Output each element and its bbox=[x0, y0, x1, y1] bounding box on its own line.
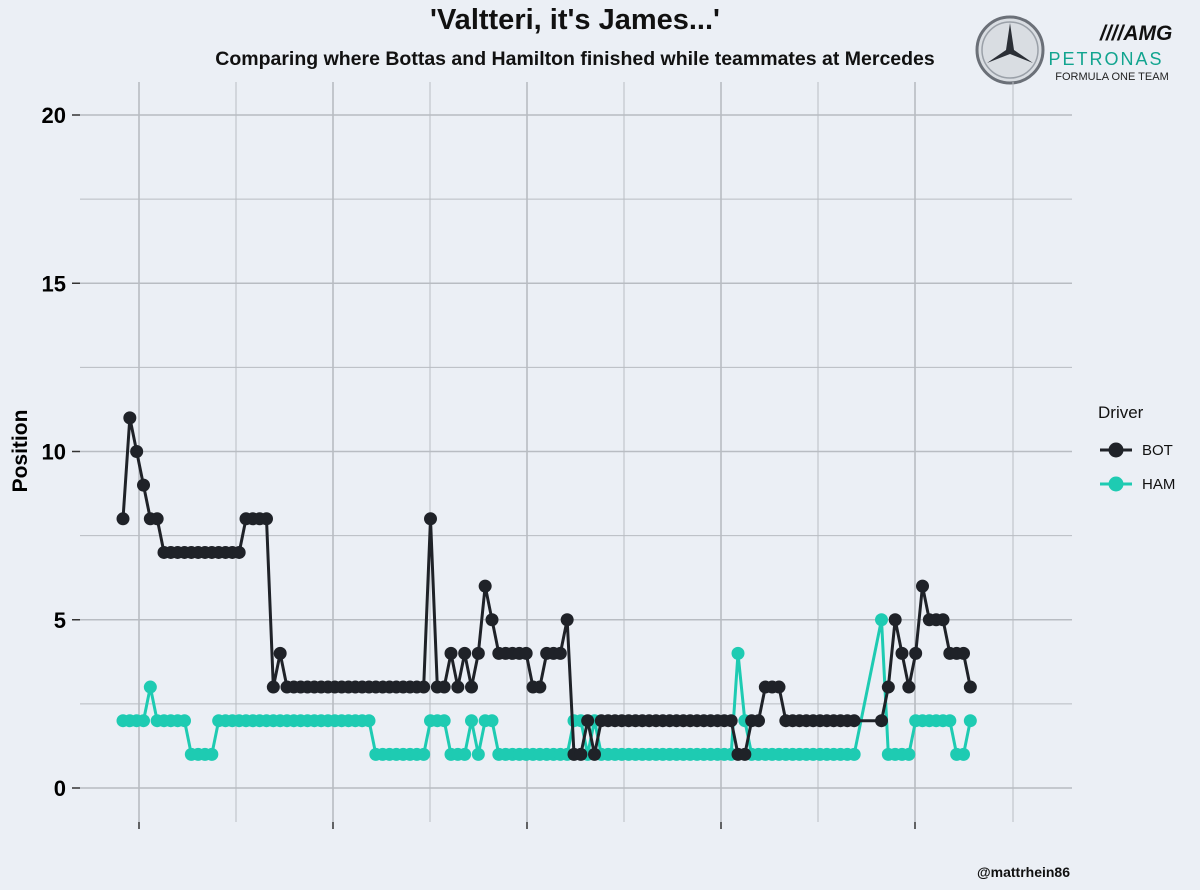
data-point-bot bbox=[130, 445, 144, 458]
data-point-bot bbox=[471, 646, 485, 660]
y-tick-label: 15 bbox=[42, 271, 66, 296]
data-point-ham bbox=[943, 714, 957, 728]
data-point-ham bbox=[875, 613, 888, 627]
data-point-ham bbox=[137, 714, 150, 728]
data-point-ham bbox=[957, 747, 970, 761]
series-bot bbox=[116, 411, 977, 761]
data-point-bot bbox=[485, 613, 499, 627]
legend-label-ham: HAM bbox=[1142, 475, 1176, 493]
data-point-bot bbox=[150, 512, 164, 526]
y-tick-label: 20 bbox=[42, 103, 66, 128]
svg-text:////AMG: ////AMG bbox=[1099, 22, 1172, 45]
series-line-ham bbox=[123, 618, 972, 756]
data-point-ham bbox=[437, 714, 451, 728]
data-point-bot bbox=[137, 478, 150, 492]
data-point-bot bbox=[881, 680, 895, 694]
y-axis: 0 5 10 15 20 bbox=[42, 103, 80, 801]
data-point-bot bbox=[738, 747, 752, 761]
data-point-bot bbox=[560, 613, 574, 627]
data-point-bot bbox=[424, 512, 437, 526]
data-point-bot bbox=[465, 680, 478, 694]
data-point-ham bbox=[458, 747, 472, 761]
data-point-ham bbox=[731, 646, 745, 660]
data-point-bot bbox=[266, 680, 280, 694]
data-point-ham bbox=[963, 714, 977, 728]
data-point-bot bbox=[553, 646, 567, 660]
data-point-bot bbox=[888, 613, 902, 627]
data-point-bot bbox=[478, 579, 492, 593]
chart-title: 'Valtteri, it's James...' bbox=[430, 4, 720, 36]
data-point-bot bbox=[451, 680, 465, 694]
data-point-ham bbox=[902, 747, 916, 761]
data-point-ham bbox=[417, 747, 431, 761]
data-point-ham bbox=[143, 680, 157, 694]
y-tick-label: 5 bbox=[54, 608, 66, 633]
author-caption: @mattrhein86 bbox=[976, 864, 1070, 880]
legend-key-bot bbox=[1100, 442, 1132, 458]
data-point-ham bbox=[847, 747, 861, 761]
series-ham bbox=[116, 613, 977, 761]
data-point-bot bbox=[574, 747, 588, 761]
data-point-bot bbox=[581, 714, 595, 728]
data-point-bot bbox=[963, 680, 977, 694]
data-point-ham bbox=[178, 714, 191, 728]
legend-item-ham: HAM bbox=[1098, 467, 1175, 501]
data-point-ham bbox=[205, 747, 219, 761]
data-point-bot bbox=[724, 714, 738, 728]
svg-text:PETRONAS: PETRONAS bbox=[1048, 49, 1163, 69]
data-point-bot bbox=[909, 646, 923, 660]
data-point-bot bbox=[458, 646, 472, 660]
data-point-bot bbox=[936, 613, 950, 627]
data-point-bot bbox=[875, 714, 888, 728]
data-point-bot bbox=[260, 512, 273, 526]
svg-text:FORMULA ONE TEAM: FORMULA ONE TEAM bbox=[1055, 71, 1168, 83]
data-point-bot bbox=[123, 411, 137, 425]
data-point-bot bbox=[417, 680, 431, 694]
data-point-ham bbox=[471, 747, 485, 761]
data-point-bot bbox=[437, 680, 451, 694]
legend-title: Driver bbox=[1098, 403, 1144, 422]
data-point-bot bbox=[588, 747, 601, 761]
data-point-bot bbox=[444, 646, 458, 660]
legend-key-ham bbox=[1100, 476, 1132, 492]
data-point-bot bbox=[116, 512, 130, 526]
grid bbox=[80, 82, 1072, 822]
data-point-bot bbox=[902, 680, 916, 694]
data-point-bot bbox=[957, 646, 970, 660]
mercedes-amg-petronas-logo: ////AMG PETRONAS FORMULA ONE TEAM bbox=[975, 15, 1172, 85]
data-point-bot bbox=[232, 545, 246, 559]
data-point-ham bbox=[485, 714, 499, 728]
chart-subtitle: Comparing where Bottas and Hamilton fini… bbox=[215, 48, 935, 70]
data-point-bot bbox=[752, 714, 765, 728]
data-point-bot bbox=[847, 714, 861, 728]
data-point-bot bbox=[519, 646, 533, 660]
series-layer bbox=[116, 411, 977, 761]
data-point-bot bbox=[772, 680, 786, 694]
data-point-bot bbox=[533, 680, 547, 694]
legend-label-bot: BOT bbox=[1142, 441, 1173, 459]
data-point-bot bbox=[916, 579, 929, 593]
x-axis bbox=[138, 822, 916, 829]
y-tick-label: 0 bbox=[54, 776, 66, 801]
data-point-bot bbox=[895, 646, 909, 660]
y-tick-label: 10 bbox=[42, 440, 66, 465]
y-axis-label: Position bbox=[9, 410, 32, 493]
legend-item-bot: BOT bbox=[1098, 433, 1175, 467]
legend: Driver BOT HAM bbox=[1098, 403, 1175, 501]
data-point-ham bbox=[362, 714, 376, 728]
data-point-ham bbox=[465, 714, 478, 728]
data-point-bot bbox=[273, 646, 287, 660]
